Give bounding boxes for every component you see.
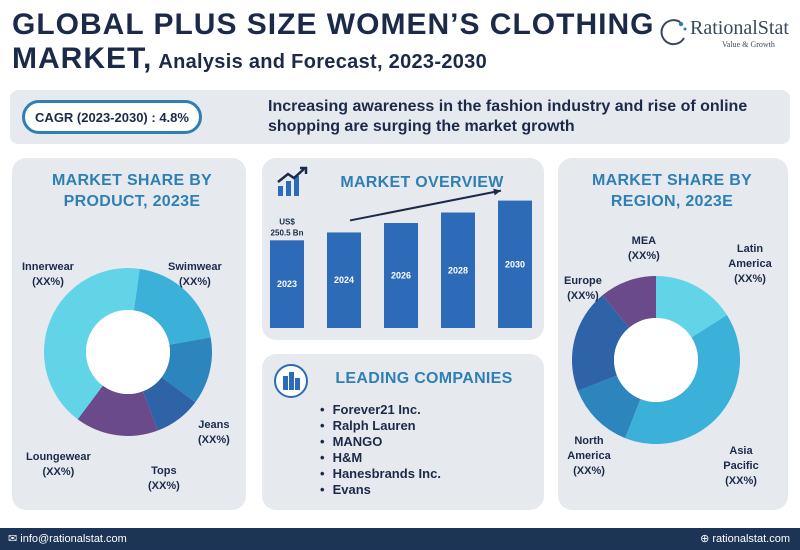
bar-2024 [327, 232, 361, 328]
donut-slice-latin-america [656, 276, 727, 338]
region-share-card: MARKET SHARE BY REGION, 2023E MEA (XX%) L… [558, 158, 788, 510]
label-name: Swimwear [168, 261, 222, 273]
donut-slice-innerwear [44, 268, 140, 420]
donut-slice-north-america [577, 375, 641, 439]
bar-label-2024: 2024 [334, 275, 354, 285]
donut-hole [86, 310, 170, 394]
label-name: Loungewear [26, 451, 91, 463]
donut-slice-swimwear [133, 268, 211, 345]
product-label-innerwear: Innerwear (XX%) [22, 260, 74, 290]
page-title-market: MARKET, [12, 42, 153, 75]
label-value: (XX%) [148, 480, 180, 492]
footer-email[interactable]: ✉ info@rationalstat.com [8, 532, 127, 545]
region-label-asia-pacific: Asia Pacific (XX%) [718, 444, 764, 489]
cagr-badge: CAGR (2023-2030) : 4.8% [22, 100, 202, 134]
list-item: Ralph Lauren [320, 418, 441, 434]
label-value: (XX%) [179, 276, 211, 288]
label-value: (XX%) [32, 276, 64, 288]
region-donut-chart [572, 276, 740, 444]
bar-label-2023: 2023 [277, 279, 297, 289]
buildings-icon [274, 364, 308, 398]
summary-banner: CAGR (2023-2030) : 4.8% Increasing aware… [10, 90, 790, 144]
market-overview-card: MARKET OVERVIEW 2023 2024 2026 2028 2030 US$ 2… [262, 158, 544, 340]
footer-website-text: rationalstat.com [712, 533, 790, 545]
region-label-latin-america: Latin America (XX%) [722, 242, 778, 287]
donut-slice-europe [572, 295, 630, 391]
page-title-line1: GLOBAL PLUS SIZE WOMEN’S CLOTHING [12, 8, 655, 41]
market-overview-bar-chart: 2023 2024 2026 2028 2030 US$ 250.5 Bn [270, 188, 532, 328]
product-label-tops: Tops (XX%) [148, 464, 180, 494]
logo: RationalStat Value & Growth [660, 14, 790, 54]
list-item: H&M [320, 450, 441, 466]
logo-tagline: Value & Growth [722, 40, 775, 49]
label-name: Europe [564, 275, 602, 287]
mail-icon: ✉ [8, 533, 18, 545]
product-share-title: MARKET SHARE BY PRODUCT, 2023E [51, 172, 213, 210]
label-value: (XX%) [198, 434, 230, 446]
label-name: Asia Pacific [723, 445, 759, 472]
label-value: (XX%) [734, 273, 766, 285]
donut-slice-tops [142, 377, 196, 431]
trend-arrow-line [349, 189, 502, 222]
donut-slice-jeans [161, 337, 212, 403]
donut-slice-asia-pacific [625, 314, 740, 444]
product-label-swimwear: Swimwear (XX%) [168, 260, 222, 290]
companies-list: Forever21 Inc. Ralph Lauren MANGO H&M Ha… [320, 402, 441, 498]
list-item: Hanesbrands Inc. [320, 466, 441, 482]
banner-headline: Increasing awareness in the fashion indu… [268, 98, 748, 135]
region-label-mea: MEA (XX%) [628, 234, 660, 264]
trend-chart-icon [277, 166, 308, 196]
bar-2023 [270, 240, 304, 328]
value-annotation-currency: US$ [279, 217, 295, 226]
label-value: (XX%) [573, 465, 605, 477]
bar-label-2028: 2028 [448, 265, 468, 275]
region-label-north-america: North America (XX%) [562, 434, 616, 479]
product-label-loungewear: Loungewear (XX%) [26, 450, 91, 480]
list-item: Evans [320, 482, 441, 498]
leading-companies-title: LEADING COMPANIES [335, 370, 513, 387]
page-title-line2: MARKET, Analysis and Forecast, 2023-2030 [12, 42, 487, 76]
label-value: (XX%) [567, 290, 599, 302]
product-label-jeans: Jeans (XX%) [198, 418, 230, 448]
label-name: Jeans [198, 419, 230, 431]
region-share-title: MARKET SHARE BY REGION, 2023E [591, 172, 753, 210]
bar-2028 [441, 212, 475, 328]
list-item: MANGO [320, 434, 441, 450]
label-value: (XX%) [725, 475, 757, 487]
globe-icon: ⊕ [700, 533, 710, 545]
label-name: North America [567, 435, 611, 462]
label-value: (XX%) [628, 250, 660, 262]
region-label-europe: Europe (XX%) [564, 274, 602, 304]
donut-slice-loungewear [77, 385, 158, 436]
bar-2030 [498, 200, 532, 328]
logo-name: RationalStat [690, 17, 789, 39]
bar-label-2030: 2030 [505, 259, 525, 269]
label-value: (XX%) [42, 466, 75, 478]
list-item: Forever21 Inc. [320, 402, 441, 418]
footer-email-text: info@rationalstat.com [20, 533, 127, 545]
value-annotation-amount: 250.5 Bn [271, 228, 304, 237]
bar-2026 [384, 223, 418, 328]
donut-slice-mea [602, 276, 656, 328]
label-name: Innerwear [22, 261, 74, 273]
logo-mark-icon [660, 19, 687, 46]
trend-arrow-head [493, 188, 501, 196]
donut-hole [614, 318, 698, 402]
product-share-card: MARKET SHARE BY PRODUCT, 2023E Innerwear… [12, 158, 246, 510]
footer-website[interactable]: ⊕ rationalstat.com [700, 532, 790, 545]
label-name: MEA [631, 235, 657, 247]
footer: ✉ info@rationalstat.com ⊕ rationalstat.c… [0, 528, 800, 550]
label-name: Tops [151, 465, 177, 477]
bar-label-2026: 2026 [391, 271, 411, 281]
label-name: Latin America [728, 243, 772, 270]
market-overview-title: MARKET OVERVIEW [340, 174, 504, 191]
page-subtitle: Analysis and Forecast, 2023-2030 [158, 51, 488, 73]
product-donut-chart [44, 268, 212, 436]
